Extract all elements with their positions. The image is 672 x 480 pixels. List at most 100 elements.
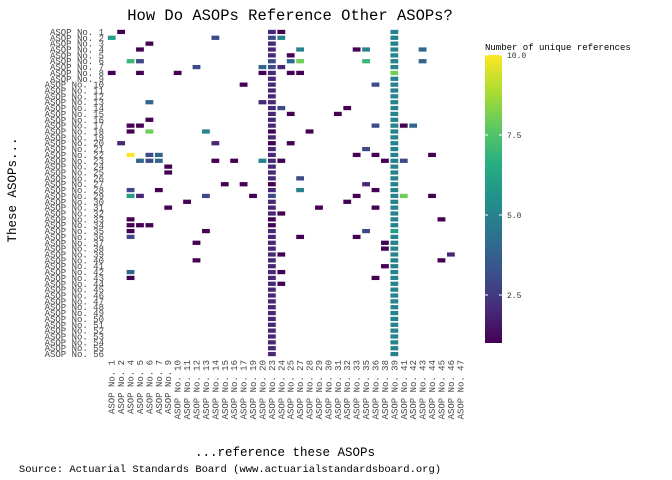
y-tick-asop-no-43: ASOP No. 43: [45, 274, 104, 284]
cell-asop-no-27-to-asop-no-39: [389, 181, 399, 187]
x-tick-asop-no-6: ASOP No. 6: [145, 360, 155, 414]
cell-asop-no-30-to-asop-no-39: [389, 199, 399, 205]
cell-asop-no-49-to-asop-no-23: [267, 310, 277, 316]
x-tick-asop-no-47: ASOP No. 47: [456, 360, 466, 419]
cell-asop-no-13-to-asop-no-6: [144, 99, 154, 105]
y-tick-asop-no-52: ASOP No. 52: [45, 327, 104, 337]
y-tick-asop-no-38: ASOP No. 38: [45, 245, 104, 255]
cell-asop-no-34-to-asop-no-6: [144, 222, 154, 228]
cell-asop-no-4-to-asop-no-39: [389, 46, 399, 53]
cell-asop-no-37-to-asop-no-39: [389, 240, 399, 246]
x-tick-asop-no-38: ASOP No. 38: [381, 360, 391, 419]
x-tick-asop-no-35: ASOP No. 35: [362, 360, 372, 419]
x-tick-asop-no-12: ASOP No. 12: [193, 360, 203, 419]
cell-asop-no-29-to-asop-no-39: [389, 193, 399, 199]
cell-asop-no-17-to-asop-no-4: [126, 122, 136, 129]
legend-title: Number of unique references: [485, 43, 631, 53]
x-tick-asop-no-13: ASOP No. 13: [202, 360, 212, 419]
y-tick-asop-no-11: ASOP No. 11: [45, 87, 104, 97]
cell-asop-no-35-to-asop-no-13: [201, 228, 211, 234]
cell-asop-no-34-to-asop-no-39: [389, 222, 399, 228]
y-tick-asop-no-4: ASOP No. 4: [50, 46, 104, 56]
cell-asop-no-36-to-asop-no-4: [126, 234, 136, 240]
y-tick-asop-no-8: ASOP No. 8: [50, 69, 104, 79]
cell-asop-no-20-to-asop-no-2: [116, 140, 126, 146]
x-tick-asop-no-15: ASOP No. 15: [221, 360, 231, 419]
x-tick-asop-no-9: ASOP No. 9: [164, 360, 174, 414]
x-tick-asop-no-39: ASOP No. 39: [390, 360, 400, 419]
cell-asop-no-29-to-asop-no-33: [352, 193, 362, 199]
cell-asop-no-2-to-asop-no-1: [107, 35, 117, 41]
cell-asop-no-8-to-asop-no-39: [389, 70, 399, 76]
x-tick-asop-no-2: ASOP No. 2: [117, 360, 127, 414]
cell-asop-no-2-to-asop-no-24: [276, 35, 286, 41]
cell-asop-no-8-to-asop-no-23: [267, 70, 277, 76]
x-tick-asop-no-42: ASOP No. 42: [409, 360, 419, 419]
cell-asop-no-1-to-asop-no-23: [267, 29, 277, 35]
cell-asop-no-7-to-asop-no-12: [191, 64, 202, 70]
x-tick-asop-no-14: ASOP No. 14: [211, 360, 221, 419]
cell-asop-no-1-to-asop-no-2: [116, 29, 126, 35]
x-tick-asop-no-36: ASOP No. 36: [372, 360, 382, 419]
x-tick-asop-no-11: ASOP No. 11: [183, 360, 193, 419]
cell-asop-no-5-to-asop-no-23: [267, 52, 277, 59]
y-tick-asop-no-28: ASOP No. 28: [45, 186, 104, 196]
cell-asop-no-23-to-asop-no-20: [257, 158, 267, 164]
cell-asop-no-7-to-asop-no-24: [276, 64, 286, 70]
cell-asop-no-24-to-asop-no-9: [163, 163, 173, 170]
y-tick-asop-no-45: ASOP No. 45: [45, 286, 104, 296]
cell-asop-no-28-to-asop-no-39: [389, 187, 399, 193]
cell-asop-no-29-to-asop-no-44: [427, 193, 437, 199]
cell-asop-no-6-to-asop-no-23: [267, 58, 277, 64]
x-tick-asop-no-20: ASOP No. 20: [258, 360, 268, 419]
cell-asop-no-25-to-asop-no-39: [389, 169, 399, 176]
y-tick-asop-no-37: ASOP No. 37: [45, 239, 104, 249]
cell-asop-no-22-to-asop-no-23: [267, 152, 277, 158]
cell-asop-no-24-to-asop-no-39: [389, 163, 399, 170]
cell-asop-no-17-to-asop-no-36: [370, 122, 381, 129]
cell-asop-no-42-to-asop-no-39: [389, 269, 399, 275]
cell-asop-no-43-to-asop-no-4: [126, 275, 136, 281]
cell-asop-no-7-to-asop-no-20: [257, 64, 267, 70]
cell-asop-no-4-to-asop-no-5: [135, 46, 145, 53]
y-tick-asop-no-41: ASOP No. 41: [45, 262, 104, 272]
cell-asop-no-15-to-asop-no-23: [267, 111, 277, 117]
y-tick-asop-no-53: ASOP No. 53: [45, 333, 104, 343]
cell-asop-no-16-to-asop-no-6: [144, 117, 154, 123]
y-axis-title: These ASOPs...: [6, 137, 20, 242]
cell-asop-no-45-to-asop-no-39: [389, 286, 399, 293]
y-tick-asop-no-12: ASOP No. 12: [45, 92, 104, 102]
cell-asop-no-29-to-asop-no-13: [201, 193, 211, 199]
x-tick-asop-no-43: ASOP No. 43: [419, 360, 429, 419]
cell-asop-no-39-to-asop-no-46: [446, 251, 456, 258]
x-tick-asop-no-44: ASOP No. 44: [428, 360, 438, 419]
cell-asop-no-41-to-asop-no-39: [389, 263, 399, 269]
cell-asop-no-25-to-asop-no-9: [163, 169, 173, 176]
cell-asop-no-10-to-asop-no-36: [370, 81, 381, 88]
cell-asop-no-15-to-asop-no-31: [333, 111, 343, 117]
y-tick-asop-no-30: ASOP No. 30: [45, 198, 104, 208]
y-tick-asop-no-3: ASOP No. 3: [50, 40, 104, 50]
cell-asop-no-28-to-asop-no-36: [370, 187, 381, 193]
cell-asop-no-24-to-asop-no-23: [267, 163, 277, 170]
cell-asop-no-41-to-asop-no-38: [380, 263, 390, 269]
cell-asop-no-6-to-asop-no-43: [418, 58, 428, 64]
y-tick-asop-no-17: ASOP No. 17: [45, 122, 104, 132]
cell-asop-no-29-to-asop-no-5: [135, 193, 145, 199]
cell-asop-no-6-to-asop-no-4: [126, 58, 136, 64]
cell-asop-no-55-to-asop-no-39: [389, 345, 399, 351]
legend: Number of unique references 2.5 5.0 7.5 10.…: [485, 43, 631, 343]
cell-asop-no-21-to-asop-no-23: [267, 146, 277, 152]
cell-asop-no-52-to-asop-no-23: [267, 327, 277, 334]
cell-asop-no-35-to-asop-no-4: [126, 228, 136, 234]
cell-asop-no-29-to-asop-no-23: [267, 193, 277, 199]
cell-asop-no-11-to-asop-no-39: [389, 87, 399, 94]
y-tick-asop-no-51: ASOP No. 51: [45, 321, 104, 331]
cell-asop-no-30-to-asop-no-11: [182, 199, 192, 205]
cell-asop-no-35-to-asop-no-35: [361, 228, 371, 234]
cell-asop-no-31-to-asop-no-9: [163, 204, 173, 211]
cell-asop-no-18-to-asop-no-4: [126, 128, 136, 135]
cell-asop-no-34-to-asop-no-23: [267, 222, 277, 228]
cell-asop-no-2-to-asop-no-39: [389, 35, 399, 41]
cell-asop-no-34-to-asop-no-5: [135, 222, 145, 228]
